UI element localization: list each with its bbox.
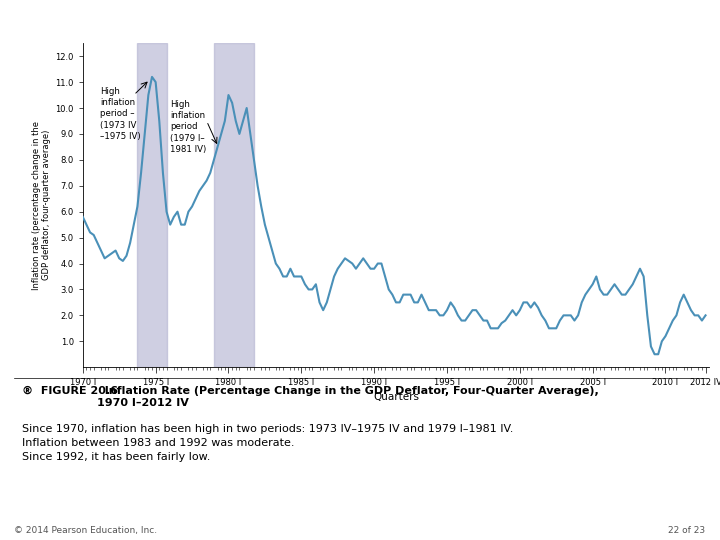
- X-axis label: Quarters: Quarters: [373, 392, 419, 402]
- Text: High
inflation
period
(1979 I–
1981 IV): High inflation period (1979 I– 1981 IV): [170, 100, 207, 153]
- Text: Inflation Rate (Percentage Change in the GDP Deflator, Four-Quarter Average),
19: Inflation Rate (Percentage Change in the…: [97, 386, 599, 408]
- Bar: [214, 43, 254, 367]
- Text: High
inflation
period –
(1973 IV
–1975 IV): High inflation period – (1973 IV –1975 I…: [100, 87, 141, 140]
- Text: ®  FIGURE 20.6: ® FIGURE 20.6: [22, 386, 117, 396]
- Text: 22 of 23: 22 of 23: [668, 525, 706, 535]
- Text: Since 1970, inflation has been high in two periods: 1973 IV–1975 IV and 1979 I–1: Since 1970, inflation has been high in t…: [22, 424, 513, 462]
- Text: © 2014 Pearson Education, Inc.: © 2014 Pearson Education, Inc.: [14, 525, 158, 535]
- Y-axis label: Inflation rate (percentage change in the
GDP deflator, four-quarter average): Inflation rate (percentage change in the…: [32, 121, 51, 289]
- Bar: [138, 43, 166, 367]
